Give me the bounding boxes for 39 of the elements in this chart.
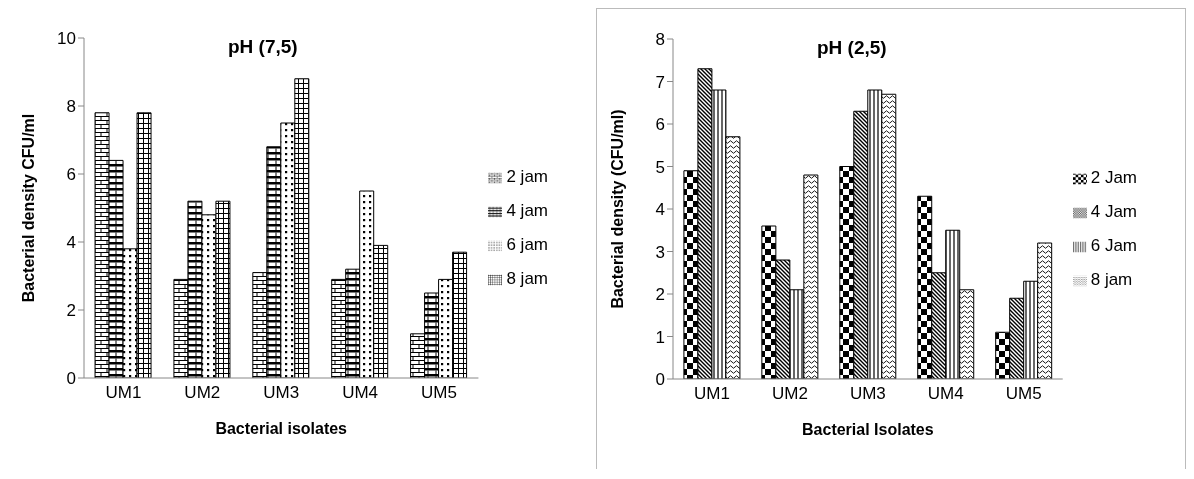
x-tick-label: UM5 (421, 383, 457, 403)
y-tick-label: 3 (655, 242, 665, 262)
chart-title: pH (7,5) (228, 36, 298, 58)
x-tick-label: UM5 (1005, 384, 1042, 404)
legend-label: 2 jam (506, 167, 548, 186)
x-tick-label: UM2 (184, 383, 221, 403)
chart-title: pH (2,5) (817, 37, 887, 59)
y-tick-label: 1 (655, 327, 665, 347)
legend-label: 4 jam (506, 201, 548, 220)
y-tick-label: 4 (655, 200, 665, 220)
x-axis-title: Bacterial isolates (215, 420, 348, 437)
x-tick-label: UM1 (694, 384, 730, 404)
y-tick-label: 0 (66, 369, 76, 389)
y-tick-label: 4 (66, 233, 76, 253)
legend-label: 4 Jam (1090, 202, 1137, 221)
x-tick-label: UM3 (263, 383, 300, 403)
legend-label: 2 Jam (1090, 168, 1137, 187)
x-tick-label: UM3 (849, 384, 886, 404)
y-tick-label: 2 (66, 301, 76, 321)
y-tick-label: 2 (655, 285, 665, 305)
legend-label: 8 jam (506, 269, 548, 288)
x-tick-label: UM4 (927, 384, 964, 404)
x-tick-label: UM1 (105, 383, 142, 403)
legend-label: 6 jam (506, 235, 548, 254)
y-tick-label: 8 (66, 97, 76, 117)
x-tick-label: UM2 (771, 384, 808, 404)
x-tick-label: UM4 (342, 383, 379, 403)
y-tick-label: 8 (655, 30, 665, 50)
x-axis-title: Bacterial Isolates (802, 421, 934, 438)
y-tick-label: 6 (655, 115, 665, 135)
y-axis-title: Bacterial density CFU/ml (19, 113, 37, 303)
y-tick-label: 0 (655, 370, 665, 390)
y-axis-title: Bacterial density (CFU/ml) (608, 109, 626, 309)
y-tick-label: 10 (57, 29, 76, 49)
legend-label: 6 Jam (1090, 236, 1137, 255)
y-tick-label: 7 (655, 72, 665, 92)
y-tick-label: 6 (66, 165, 76, 185)
legend-label: 8 jam (1090, 270, 1133, 289)
y-tick-label: 5 (655, 157, 665, 177)
